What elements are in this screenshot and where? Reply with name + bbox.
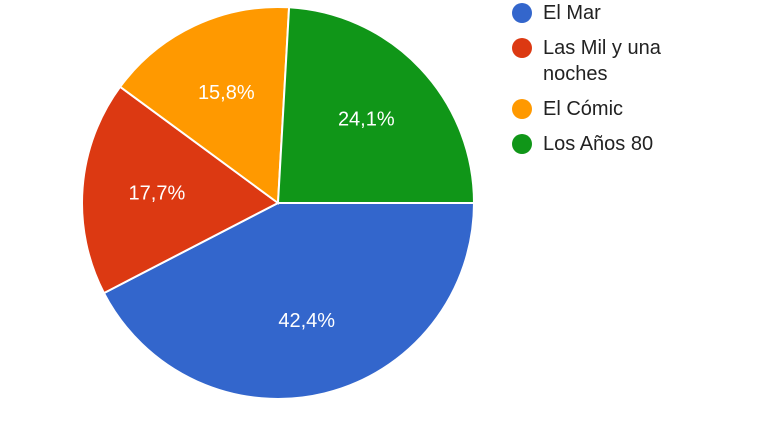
legend-item-las-mil-y-una-noches[interactable]: Las Mil y una noches xyxy=(512,35,752,87)
slice-label-el-comic: 15,8% xyxy=(198,82,255,104)
legend-swatch-los-anos-80 xyxy=(512,134,532,154)
pie-slice-el-mar[interactable] xyxy=(102,202,476,400)
slice-label-las-mil-y-una-noches: 17,7% xyxy=(129,183,186,205)
legend-swatch-el-comic xyxy=(512,99,532,119)
pie-slice-los-anos-80[interactable] xyxy=(276,6,476,204)
legend: El Mar Las Mil y una noches El Cómic Los… xyxy=(512,0,752,166)
legend-label: El Cómic xyxy=(543,98,624,120)
legend-item-los-anos-80[interactable]: Los Años 80 xyxy=(512,131,752,157)
pie-slice-el-comic[interactable] xyxy=(118,5,291,205)
legend-label: Las Mil y una noches xyxy=(543,37,661,85)
legend-label: Los Años 80 xyxy=(543,133,654,155)
pie-chart: 42,4% 17,7% 15,8% 24,1% xyxy=(81,5,476,400)
slice-label-el-mar: 42,4% xyxy=(278,310,335,332)
slice-label-los-anos-80: 24,1% xyxy=(338,109,395,131)
legend-swatch-las-mil-y-una-noches xyxy=(512,38,532,58)
legend-label: El Mar xyxy=(543,2,601,24)
legend-item-el-mar[interactable]: El Mar xyxy=(512,0,752,26)
legend-swatch-el-mar xyxy=(512,3,532,23)
legend-item-el-comic[interactable]: El Cómic xyxy=(512,96,752,122)
pie-slice-las-mil-y-una-noches[interactable] xyxy=(81,85,280,295)
